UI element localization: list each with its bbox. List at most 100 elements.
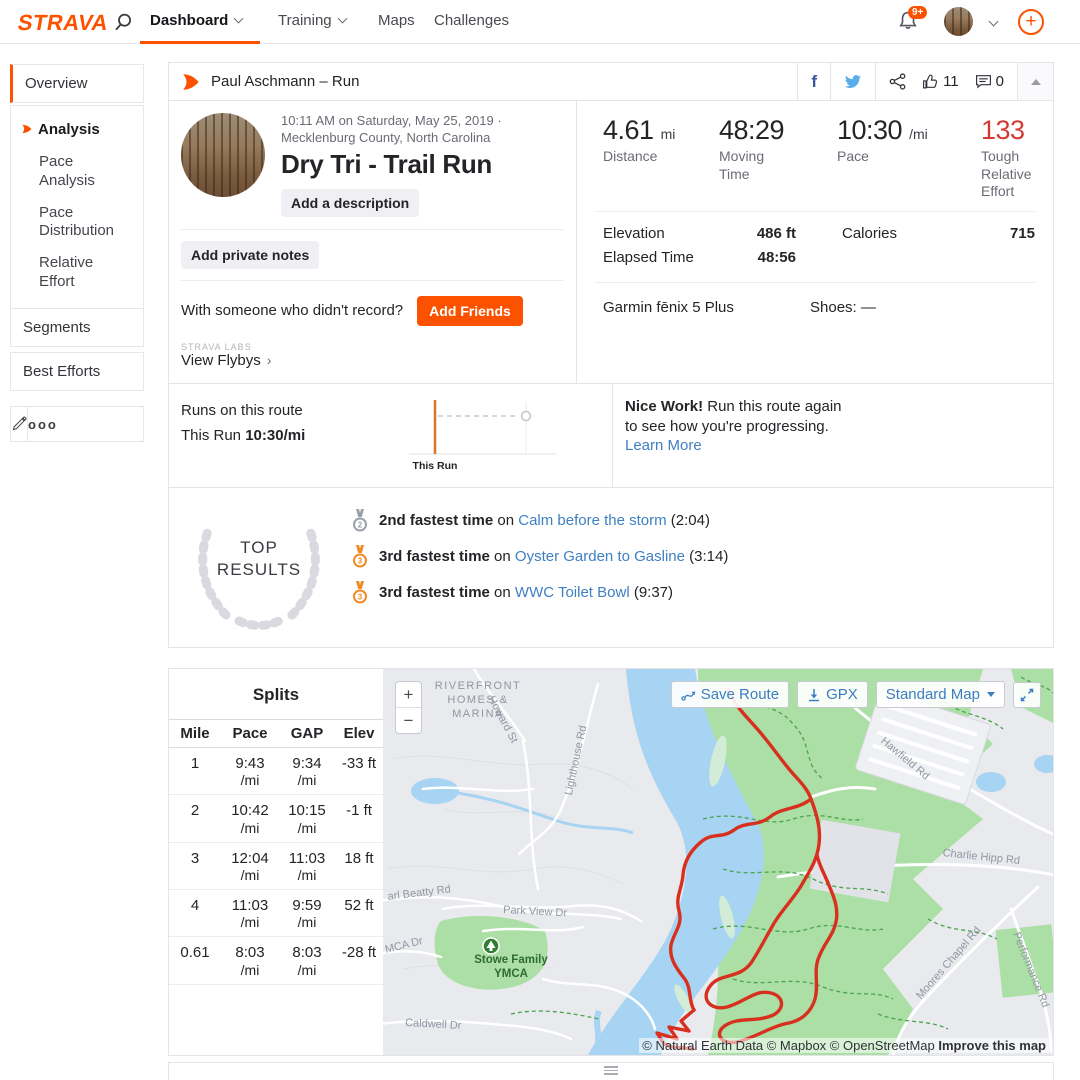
pencil-icon <box>12 416 27 431</box>
sidebar-segments-label: Segments <box>23 319 91 336</box>
strava-labs-label: STRAVA LABS <box>181 341 252 352</box>
splits-title: Splits <box>252 685 300 704</box>
user-avatar[interactable] <box>944 7 973 36</box>
edit-activity-button[interactable] <box>11 407 27 441</box>
activity-datetime: 10:11 AM on Saturday, May 25, 2019 · <box>281 113 502 128</box>
svg-text:3: 3 <box>358 556 363 565</box>
comment-count: 0 <box>995 73 1004 90</box>
route-map[interactable]: RIVERFRONT HOMES & MARINA Howard St Ligh… <box>383 669 1053 1055</box>
chevron-right-icon: › <box>266 351 272 368</box>
kudos-button[interactable]: 11 <box>922 73 959 90</box>
nav-dashboard[interactable]: Dashboard <box>150 12 244 29</box>
activity-card-header: Paul Aschmann – Run f <box>169 63 1053 101</box>
facebook-icon: f <box>811 71 818 91</box>
notification-badge: 9+ <box>908 6 928 19</box>
shoes-value: Shoes: — <box>810 298 876 316</box>
activity-photo-avatar[interactable] <box>181 113 265 197</box>
map-label-stowe: Stowe Family <box>474 954 548 966</box>
svg-text:RESULTS: RESULTS <box>217 560 301 579</box>
split-row[interactable]: 1 9:43/mi 9:34/mi -33 ft <box>169 747 383 796</box>
this-run-pace-line: This Run 10:30/mi <box>181 427 306 445</box>
splits-map-card: Splits Mile Pace GAP Elev 1 9:43/mi 9:34… <box>168 668 1054 1056</box>
facebook-share-button[interactable]: f <box>797 63 830 100</box>
comments-button[interactable]: 0 <box>975 73 1004 90</box>
split-row[interactable]: 3 12:04/mi 11:03/mi 18 ft <box>169 842 383 891</box>
mini-chart-label: This Run <box>413 460 458 472</box>
chevron-down-icon <box>233 13 244 24</box>
segment-link[interactable]: WWC Toilet Bowl <box>514 583 630 601</box>
medal-3rd-icon: 3 <box>353 580 367 604</box>
map-label-parkview: Park View Dr <box>503 904 568 919</box>
drag-handle-icon[interactable] <box>604 1066 618 1077</box>
sidebar-subnav: Analysis Pace Analysis Pace Distribution… <box>10 105 144 342</box>
activity-location: Mecklenburg County, North Carolina <box>281 129 491 145</box>
add-private-notes-button[interactable]: Add private notes <box>181 240 320 269</box>
learn-more-link[interactable]: Learn More <box>625 437 702 455</box>
stat-distance: 4.61 mi Distance <box>603 115 676 164</box>
nav-maps[interactable]: Maps <box>378 12 415 29</box>
view-flybys-link[interactable]: View Flybys › <box>181 351 272 369</box>
share-icon[interactable] <box>889 73 906 90</box>
add-description-button[interactable]: Add a description <box>281 188 420 217</box>
thumbs-up-icon <box>923 74 938 89</box>
active-tab-underline <box>140 41 260 44</box>
search-icon[interactable] <box>114 13 134 33</box>
nice-work-message: Nice Work! Run this route again to see h… <box>625 397 842 455</box>
stat-relative-effort: 133 Tough Relative Effort <box>981 115 1032 199</box>
add-friends-button[interactable]: Add Friends <box>417 295 523 326</box>
sidebar-item-overview[interactable]: Overview <box>10 64 144 103</box>
split-row[interactable]: 4 11:03/mi 9:59/mi 52 ft <box>169 889 383 938</box>
sidebar-item-best-efforts[interactable]: Best Efforts <box>10 352 144 391</box>
segment-link[interactable]: Calm before the storm <box>518 511 667 529</box>
zoom-in-button[interactable]: + <box>396 682 421 708</box>
split-row[interactable]: 0.61 8:03/mi 8:03/mi -28 ft <box>169 936 383 985</box>
divider <box>595 281 1035 283</box>
chevron-down-icon <box>337 13 348 24</box>
athlete-activity-title[interactable]: Paul Aschmann – Run <box>211 73 360 90</box>
add-activity-button[interactable]: + <box>1018 9 1044 35</box>
medal-3rd-icon: 3 <box>353 544 367 568</box>
svg-text:MARINA: MARINA <box>452 708 504 720</box>
segment-link[interactable]: Oyster Garden to Gasline <box>514 547 685 565</box>
sidebar-item-pace-distribution[interactable]: Pace Distribution <box>39 203 115 240</box>
top-nav: STRAVA Dashboard Training Maps Challenge… <box>0 0 1080 44</box>
svg-text:YMCA: YMCA <box>494 968 528 980</box>
split-row[interactable]: 2 10:42/mi 10:15/mi -1 ft <box>169 794 383 843</box>
strava-run-icon <box>183 73 199 90</box>
svg-text:2: 2 <box>358 520 363 529</box>
fullscreen-icon <box>1020 688 1034 701</box>
collapse-card-button[interactable] <box>1017 63 1053 100</box>
more-options-button[interactable]: ooo <box>27 407 58 441</box>
stat-pace: 10:30 /mi Pace <box>837 115 928 164</box>
save-route-button[interactable]: Save Route <box>670 681 790 708</box>
strava-logo[interactable]: STRAVA <box>15 10 111 35</box>
sidebar-item-segments[interactable]: Segments <box>10 308 144 347</box>
notifications-button[interactable]: 9+ <box>898 6 928 34</box>
sidebar-item-pace-analysis[interactable]: Pace Analysis <box>39 153 95 189</box>
calories-row: Calories 715 <box>842 224 1035 242</box>
map-style-dropdown[interactable]: Standard Map <box>875 681 1005 708</box>
social-actions-group: 11 0 <box>875 63 1017 100</box>
sidebar-item-analysis[interactable]: Analysis <box>11 114 143 146</box>
top-result-row: 3 3rd fastest time on WWC Toilet Bowl (9… <box>351 580 728 605</box>
gpx-export-button[interactable]: GPX <box>797 681 868 708</box>
zoom-out-button[interactable]: − <box>403 711 414 730</box>
divider <box>181 228 564 230</box>
activity-card: Paul Aschmann – Run f <box>168 62 1054 648</box>
map-zoom-control: + − <box>395 681 422 734</box>
sidebar-best-efforts-label: Best Efforts <box>23 363 101 380</box>
improve-map-link[interactable]: Improve this map <box>938 1038 1046 1053</box>
twitter-share-button[interactable] <box>830 63 875 100</box>
nav-challenges[interactable]: Challenges <box>434 12 510 29</box>
splits-table: Mile Pace GAP Elev 1 9:43/mi 9:34/mi -33… <box>169 719 383 985</box>
nav-training[interactable]: Training <box>278 12 348 29</box>
sidebar-item-relative-effort[interactable]: Relative Effort <box>39 254 94 290</box>
fullscreen-button[interactable] <box>1013 681 1041 708</box>
with-someone-text: With someone who didn't record? <box>181 302 404 320</box>
laurel-wreath-icon: TOP RESULTS <box>198 526 320 630</box>
svg-text:HOMES &: HOMES & <box>447 694 508 706</box>
map-attribution: © Natural Earth Data © Mapbox © OpenStre… <box>639 1038 1049 1053</box>
top-result-row: 2 2nd fastest time on Calm before the st… <box>351 508 728 533</box>
chevron-down-icon[interactable] <box>988 16 999 27</box>
stat-moving-time: 48:29 Moving Time <box>719 115 785 182</box>
